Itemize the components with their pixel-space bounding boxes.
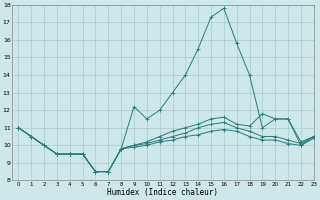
X-axis label: Humidex (Indice chaleur): Humidex (Indice chaleur)	[108, 188, 218, 197]
